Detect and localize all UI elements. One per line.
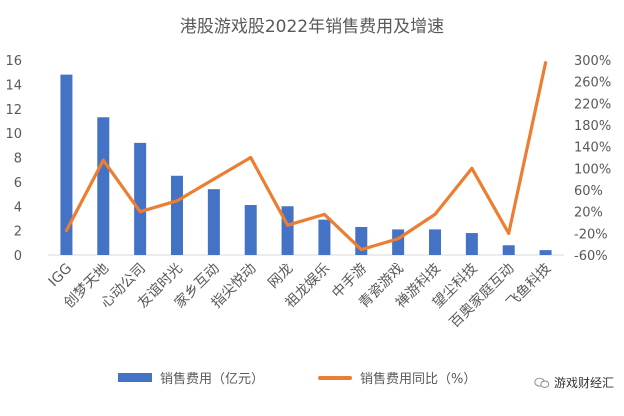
legend-item-bar: 销售费用（亿元） — [118, 368, 264, 387]
line-point — [470, 166, 474, 170]
line-point — [396, 237, 400, 241]
bar — [171, 175, 183, 255]
line-series — [64, 61, 548, 252]
bar — [60, 74, 73, 255]
left-axis-tick-label: 0 — [14, 249, 22, 264]
category-label: IGG — [46, 261, 76, 291]
bar — [134, 142, 147, 255]
line-point — [175, 199, 179, 203]
legend-item-line: 销售费用同比（%） — [318, 368, 476, 387]
right-axis-tick-label: -60% — [574, 249, 608, 264]
right-axis-tick-label: 260% — [574, 76, 611, 91]
left-axis-tick-label: 16 — [5, 54, 22, 69]
left-axis-tick-label: 2 — [14, 225, 22, 240]
legend-line-swatch — [318, 375, 352, 380]
right-axis-tick-label: 300% — [574, 54, 611, 69]
bar — [429, 229, 441, 255]
line-point — [544, 61, 548, 65]
right-axis-tick-label: 20% — [574, 206, 603, 221]
bar — [244, 205, 257, 255]
line-point — [322, 212, 326, 216]
bar — [539, 250, 552, 255]
right-axis-tick-label: 100% — [574, 162, 611, 177]
line-point — [101, 158, 105, 162]
legend-bar-swatch — [118, 373, 152, 382]
line-point — [212, 177, 216, 181]
category-label: 网龙 — [265, 261, 296, 292]
bar — [207, 189, 220, 255]
line-point — [138, 210, 142, 214]
watermark-text: 游戏财经汇 — [553, 376, 614, 390]
chart-title: 港股游戏股2022年销售费用及增速 — [179, 17, 445, 37]
right-axis-tick-label: -20% — [574, 227, 608, 242]
left-axis-tick-label: 4 — [14, 200, 22, 215]
line-point — [64, 229, 68, 233]
right-axis-tick-label: 140% — [574, 141, 611, 156]
line-point — [433, 212, 437, 216]
line-point — [507, 231, 511, 235]
right-axis-tick-label: 60% — [574, 184, 603, 199]
bar — [392, 229, 405, 255]
left-axis-tick-label: 12 — [5, 103, 22, 118]
left-axis-tick-label: 8 — [14, 152, 22, 167]
chat-bubble-icon — [534, 377, 550, 388]
left-axis-tick-label: 14 — [5, 78, 22, 93]
legend: 销售费用（亿元） 销售费用同比（%） — [0, 368, 624, 388]
line-point — [359, 248, 363, 252]
left-axis-tick-label: 10 — [5, 127, 22, 142]
legend-label-line: 销售费用同比（%） — [360, 372, 477, 387]
bar — [465, 233, 478, 255]
line-point — [249, 156, 253, 159]
legend-label-bar: 销售费用（亿元） — [160, 372, 265, 387]
bar — [502, 245, 515, 255]
left-axis-tick-label: 6 — [14, 176, 22, 191]
right-axis-tick-label: 180% — [574, 119, 611, 134]
bar — [97, 117, 110, 255]
bar — [281, 206, 294, 255]
bar — [318, 219, 331, 255]
watermark: 游戏财经汇 — [534, 374, 614, 391]
line-point — [286, 223, 290, 227]
right-axis-tick-label: 220% — [574, 97, 611, 112]
